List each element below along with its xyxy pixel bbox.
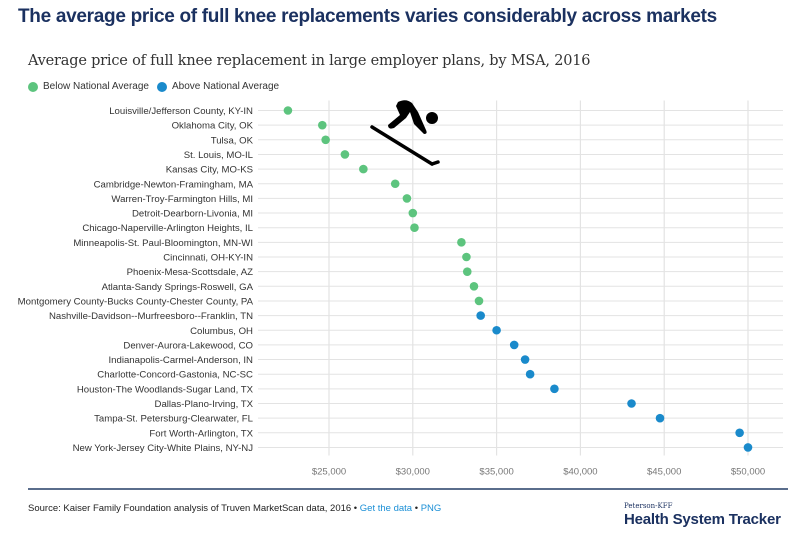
data-point — [390, 179, 400, 189]
x-tick-label: $25,000 — [312, 466, 346, 477]
data-point — [492, 325, 501, 335]
y-category-label: Warren-Troy-Farmington Hills, MI — [111, 194, 253, 205]
data-point — [469, 282, 479, 291]
get-data-link[interactable]: Get the data — [359, 503, 413, 514]
source-line: Source: Kaiser Family Foundation analysi… — [28, 503, 441, 514]
png-link[interactable]: PNG — [420, 503, 442, 514]
x-tick-label: $30,000 — [396, 466, 430, 477]
data-point — [550, 384, 559, 394]
y-category-label: Charlotte-Concord-Gastonia, NC-SC — [97, 370, 253, 381]
y-category-label: Cincinnati, OH-KY-IN — [163, 253, 253, 264]
y-category-label: Kansas City, MO-KS — [166, 165, 253, 176]
legend-swatch-below — [28, 81, 38, 92]
x-tick-label: $50,000 — [731, 466, 765, 477]
y-category-label: Columbus, OH — [190, 326, 253, 337]
chart-heading: The average price of full knee replaceme… — [18, 6, 717, 27]
data-point — [457, 238, 466, 247]
x-tick-label: $40,000 — [563, 466, 597, 477]
separator: • — [412, 503, 421, 514]
y-category-label: Louisville/Jefferson County, KY-IN — [109, 106, 253, 117]
y-category-label: Dallas-Plano-Irving, TX — [155, 399, 254, 410]
y-category-label: Minneapolis-St. Paul-Bloomington, MN-WI — [73, 238, 253, 249]
data-point — [743, 443, 753, 452]
source-text: Source: Kaiser Family Foundation analysi… — [28, 503, 352, 514]
data-point — [408, 208, 418, 218]
x-tick-label: $35,000 — [479, 466, 513, 477]
x-tick-label: $45,000 — [647, 466, 681, 477]
data-point — [283, 106, 293, 115]
data-point — [735, 428, 744, 438]
legend: Below National Average Above National Av… — [28, 81, 287, 92]
data-point — [340, 150, 350, 159]
y-category-label: St. Louis, MO-IL — [184, 150, 254, 161]
y-category-label: Atlanta-Sandy Springs-Roswell, GA — [102, 282, 254, 293]
y-category-label: Montgomery County-Bucks County-Chester C… — [18, 296, 254, 307]
y-category-label: Tampa-St. Petersburg-Clearwater, FL — [94, 414, 254, 425]
y-category-label: Nashville-Davidson--Murfreesboro--Frankl… — [49, 311, 253, 322]
footer-divider — [28, 488, 788, 490]
data-point — [509, 340, 519, 350]
chart-title: Average price of full knee replacement i… — [28, 53, 591, 69]
legend-item-above: Above National Average — [157, 81, 279, 92]
y-category-label: Phoenix-Mesa-Scottsdale, AZ — [127, 267, 254, 278]
y-category-label: Fort Worth-Arlington, TX — [149, 428, 253, 439]
brand-name: Health System Tracker — [624, 511, 781, 528]
skier-icon — [370, 100, 440, 166]
y-category-label: Chicago-Naperville-Arlington Heights, IL — [82, 223, 253, 234]
y-category-label: Tulsa, OK — [211, 135, 254, 146]
dot-plot: $25,000 $30,000 $35,000 $40,000 $45,000 $50,0… — [18, 100, 783, 477]
y-category-label: Cambridge-Newton-Framingham, MA — [94, 179, 254, 190]
y-category-label: Indianapolis-Carmel-Anderson, IN — [108, 355, 253, 366]
y-category-label: Denver-Aurora-Lakewood, CO — [123, 340, 253, 351]
data-point — [359, 164, 368, 174]
data-point — [476, 311, 485, 320]
data-point — [317, 120, 327, 130]
data-point — [627, 399, 636, 408]
y-category-label: Houston-The Woodlands-Sugar Land, TX — [77, 384, 254, 395]
data-point — [520, 355, 530, 364]
data-point — [462, 267, 472, 276]
y-category-label: Detroit-Dearborn-Livonia, MI — [132, 209, 253, 220]
legend-item-below: Below National Average — [28, 81, 149, 92]
y-category-label: Oklahoma City, OK — [172, 121, 254, 132]
legend-swatch-above — [157, 81, 167, 92]
data-point — [402, 194, 412, 203]
separator: • — [351, 503, 360, 514]
data-point — [410, 223, 419, 232]
data-point — [655, 413, 665, 423]
data-point — [474, 296, 484, 306]
legend-label-below: Below National Average — [43, 81, 149, 92]
brand-small: Peterson-KFF — [624, 502, 673, 510]
data-point — [525, 369, 535, 379]
data-point — [321, 135, 330, 145]
legend-label-above: Above National Average — [172, 81, 280, 92]
data-point — [462, 252, 471, 262]
brand-logo: Peterson-KFF Health System Tracker — [624, 502, 781, 528]
y-category-label: New York-Jersey City-White Plains, NY-NJ — [73, 443, 254, 454]
